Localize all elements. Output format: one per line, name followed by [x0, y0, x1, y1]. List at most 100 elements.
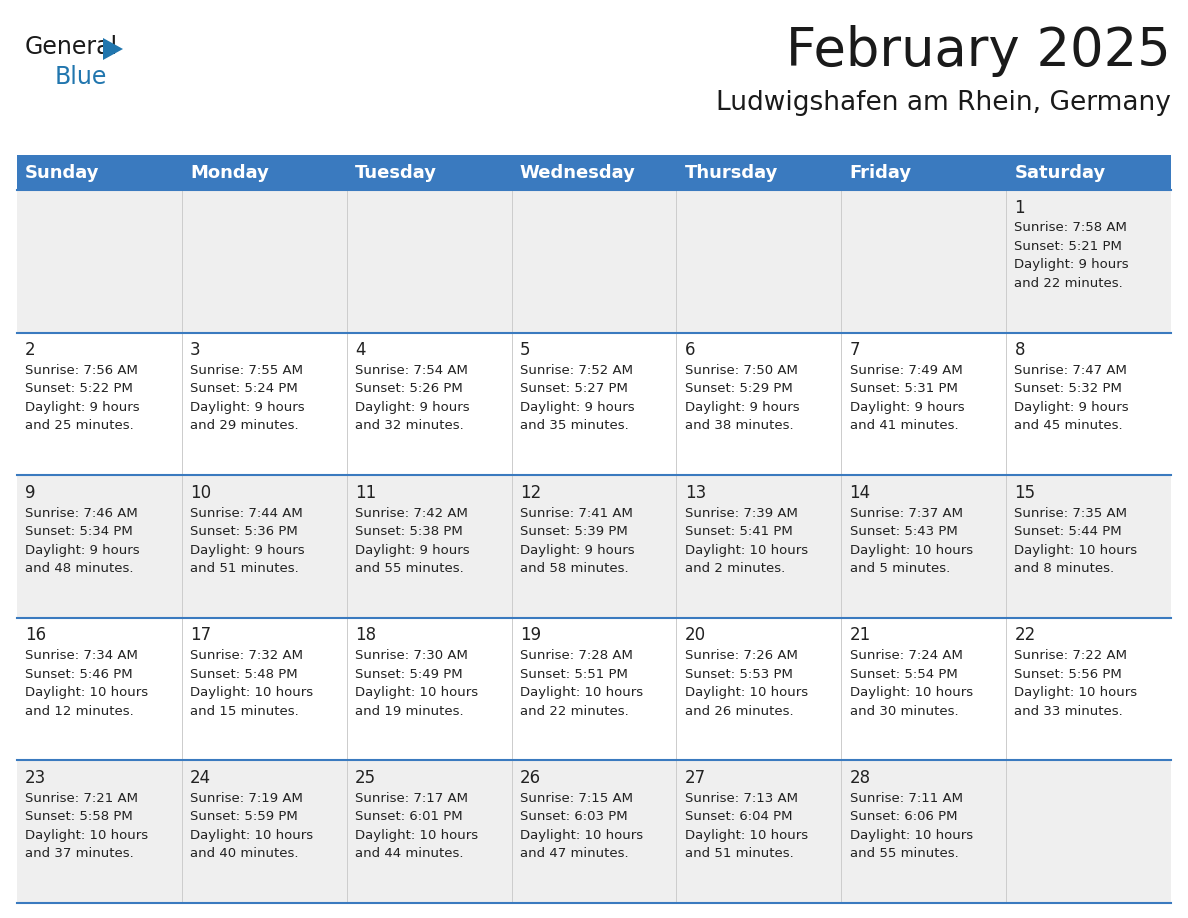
- Bar: [347, 760, 512, 903]
- Text: 21: 21: [849, 626, 871, 644]
- Bar: [182, 760, 347, 903]
- Text: 11: 11: [355, 484, 377, 502]
- Text: 18: 18: [355, 626, 377, 644]
- Text: Sunrise: 7:52 AM
Sunset: 5:27 PM
Daylight: 9 hours
and 35 minutes.: Sunrise: 7:52 AM Sunset: 5:27 PM Dayligh…: [520, 364, 634, 432]
- Bar: [841, 190, 1006, 332]
- Text: 19: 19: [520, 626, 541, 644]
- Text: 14: 14: [849, 484, 871, 502]
- Text: Sunrise: 7:17 AM
Sunset: 6:01 PM
Daylight: 10 hours
and 44 minutes.: Sunrise: 7:17 AM Sunset: 6:01 PM Dayligh…: [355, 791, 478, 860]
- Text: General: General: [25, 35, 118, 59]
- Text: Sunrise: 7:28 AM
Sunset: 5:51 PM
Daylight: 10 hours
and 22 minutes.: Sunrise: 7:28 AM Sunset: 5:51 PM Dayligh…: [520, 649, 643, 718]
- Bar: [17, 476, 182, 618]
- Text: Sunrise: 7:15 AM
Sunset: 6:03 PM
Daylight: 10 hours
and 47 minutes.: Sunrise: 7:15 AM Sunset: 6:03 PM Dayligh…: [520, 791, 643, 860]
- Text: Saturday: Saturday: [1015, 163, 1106, 182]
- Bar: [182, 190, 347, 332]
- Text: Sunrise: 7:46 AM
Sunset: 5:34 PM
Daylight: 9 hours
and 48 minutes.: Sunrise: 7:46 AM Sunset: 5:34 PM Dayligh…: [25, 507, 140, 575]
- Text: 4: 4: [355, 341, 366, 359]
- Bar: [182, 618, 347, 760]
- Bar: [17, 190, 182, 332]
- Bar: [17, 760, 182, 903]
- Text: Sunrise: 7:19 AM
Sunset: 5:59 PM
Daylight: 10 hours
and 40 minutes.: Sunrise: 7:19 AM Sunset: 5:59 PM Dayligh…: [190, 791, 314, 860]
- Bar: [512, 760, 676, 903]
- Text: Sunrise: 7:54 AM
Sunset: 5:26 PM
Daylight: 9 hours
and 32 minutes.: Sunrise: 7:54 AM Sunset: 5:26 PM Dayligh…: [355, 364, 469, 432]
- Text: 8: 8: [1015, 341, 1025, 359]
- Bar: [676, 190, 841, 332]
- Text: 27: 27: [684, 769, 706, 787]
- Bar: [17, 155, 1171, 190]
- Text: 5: 5: [520, 341, 530, 359]
- Text: 16: 16: [25, 626, 46, 644]
- Text: Sunrise: 7:58 AM
Sunset: 5:21 PM
Daylight: 9 hours
and 22 minutes.: Sunrise: 7:58 AM Sunset: 5:21 PM Dayligh…: [1015, 221, 1129, 290]
- Bar: [347, 618, 512, 760]
- Text: Sunday: Sunday: [25, 163, 100, 182]
- Bar: [841, 618, 1006, 760]
- Bar: [841, 476, 1006, 618]
- Text: 22: 22: [1015, 626, 1036, 644]
- Text: 1: 1: [1015, 198, 1025, 217]
- Bar: [676, 476, 841, 618]
- Text: Sunrise: 7:50 AM
Sunset: 5:29 PM
Daylight: 9 hours
and 38 minutes.: Sunrise: 7:50 AM Sunset: 5:29 PM Dayligh…: [684, 364, 800, 432]
- Text: Sunrise: 7:21 AM
Sunset: 5:58 PM
Daylight: 10 hours
and 37 minutes.: Sunrise: 7:21 AM Sunset: 5:58 PM Dayligh…: [25, 791, 148, 860]
- Text: Ludwigshafen am Rhein, Germany: Ludwigshafen am Rhein, Germany: [716, 90, 1171, 116]
- Text: Sunrise: 7:37 AM
Sunset: 5:43 PM
Daylight: 10 hours
and 5 minutes.: Sunrise: 7:37 AM Sunset: 5:43 PM Dayligh…: [849, 507, 973, 575]
- Text: Tuesday: Tuesday: [355, 163, 437, 182]
- Text: 24: 24: [190, 769, 211, 787]
- Text: 10: 10: [190, 484, 211, 502]
- Bar: [347, 476, 512, 618]
- Text: Sunrise: 7:44 AM
Sunset: 5:36 PM
Daylight: 9 hours
and 51 minutes.: Sunrise: 7:44 AM Sunset: 5:36 PM Dayligh…: [190, 507, 305, 575]
- Polygon shape: [103, 38, 124, 60]
- Text: 7: 7: [849, 341, 860, 359]
- Bar: [1006, 476, 1171, 618]
- Text: Sunrise: 7:39 AM
Sunset: 5:41 PM
Daylight: 10 hours
and 2 minutes.: Sunrise: 7:39 AM Sunset: 5:41 PM Dayligh…: [684, 507, 808, 575]
- Text: Wednesday: Wednesday: [520, 163, 636, 182]
- Text: Sunrise: 7:22 AM
Sunset: 5:56 PM
Daylight: 10 hours
and 33 minutes.: Sunrise: 7:22 AM Sunset: 5:56 PM Dayligh…: [1015, 649, 1138, 718]
- Bar: [512, 332, 676, 476]
- Text: Blue: Blue: [55, 65, 107, 89]
- Text: 3: 3: [190, 341, 201, 359]
- Text: Sunrise: 7:13 AM
Sunset: 6:04 PM
Daylight: 10 hours
and 51 minutes.: Sunrise: 7:13 AM Sunset: 6:04 PM Dayligh…: [684, 791, 808, 860]
- Text: 9: 9: [25, 484, 36, 502]
- Text: Sunrise: 7:41 AM
Sunset: 5:39 PM
Daylight: 9 hours
and 58 minutes.: Sunrise: 7:41 AM Sunset: 5:39 PM Dayligh…: [520, 507, 634, 575]
- Bar: [17, 618, 182, 760]
- Bar: [676, 332, 841, 476]
- Text: 15: 15: [1015, 484, 1036, 502]
- Text: Sunrise: 7:26 AM
Sunset: 5:53 PM
Daylight: 10 hours
and 26 minutes.: Sunrise: 7:26 AM Sunset: 5:53 PM Dayligh…: [684, 649, 808, 718]
- Text: Sunrise: 7:30 AM
Sunset: 5:49 PM
Daylight: 10 hours
and 19 minutes.: Sunrise: 7:30 AM Sunset: 5:49 PM Dayligh…: [355, 649, 478, 718]
- Bar: [1006, 760, 1171, 903]
- Text: Sunrise: 7:35 AM
Sunset: 5:44 PM
Daylight: 10 hours
and 8 minutes.: Sunrise: 7:35 AM Sunset: 5:44 PM Dayligh…: [1015, 507, 1138, 575]
- Text: Sunrise: 7:24 AM
Sunset: 5:54 PM
Daylight: 10 hours
and 30 minutes.: Sunrise: 7:24 AM Sunset: 5:54 PM Dayligh…: [849, 649, 973, 718]
- Text: 2: 2: [25, 341, 36, 359]
- Text: Sunrise: 7:55 AM
Sunset: 5:24 PM
Daylight: 9 hours
and 29 minutes.: Sunrise: 7:55 AM Sunset: 5:24 PM Dayligh…: [190, 364, 305, 432]
- Text: 6: 6: [684, 341, 695, 359]
- Text: 20: 20: [684, 626, 706, 644]
- Text: Friday: Friday: [849, 163, 911, 182]
- Bar: [512, 618, 676, 760]
- Bar: [841, 760, 1006, 903]
- Bar: [182, 476, 347, 618]
- Bar: [347, 332, 512, 476]
- Bar: [347, 190, 512, 332]
- Text: Thursday: Thursday: [684, 163, 778, 182]
- Text: 12: 12: [520, 484, 541, 502]
- Bar: [1006, 618, 1171, 760]
- Text: Sunrise: 7:32 AM
Sunset: 5:48 PM
Daylight: 10 hours
and 15 minutes.: Sunrise: 7:32 AM Sunset: 5:48 PM Dayligh…: [190, 649, 314, 718]
- Text: Sunrise: 7:42 AM
Sunset: 5:38 PM
Daylight: 9 hours
and 55 minutes.: Sunrise: 7:42 AM Sunset: 5:38 PM Dayligh…: [355, 507, 469, 575]
- Bar: [676, 618, 841, 760]
- Bar: [182, 332, 347, 476]
- Text: February 2025: February 2025: [786, 25, 1171, 77]
- Text: 28: 28: [849, 769, 871, 787]
- Bar: [17, 332, 182, 476]
- Text: 23: 23: [25, 769, 46, 787]
- Bar: [676, 760, 841, 903]
- Text: 13: 13: [684, 484, 706, 502]
- Bar: [841, 332, 1006, 476]
- Text: 25: 25: [355, 769, 377, 787]
- Text: 26: 26: [520, 769, 541, 787]
- Text: Sunrise: 7:11 AM
Sunset: 6:06 PM
Daylight: 10 hours
and 55 minutes.: Sunrise: 7:11 AM Sunset: 6:06 PM Dayligh…: [849, 791, 973, 860]
- Text: Sunrise: 7:56 AM
Sunset: 5:22 PM
Daylight: 9 hours
and 25 minutes.: Sunrise: 7:56 AM Sunset: 5:22 PM Dayligh…: [25, 364, 140, 432]
- Bar: [512, 190, 676, 332]
- Text: Sunrise: 7:34 AM
Sunset: 5:46 PM
Daylight: 10 hours
and 12 minutes.: Sunrise: 7:34 AM Sunset: 5:46 PM Dayligh…: [25, 649, 148, 718]
- Text: Sunrise: 7:47 AM
Sunset: 5:32 PM
Daylight: 9 hours
and 45 minutes.: Sunrise: 7:47 AM Sunset: 5:32 PM Dayligh…: [1015, 364, 1129, 432]
- Bar: [1006, 190, 1171, 332]
- Text: Monday: Monday: [190, 163, 268, 182]
